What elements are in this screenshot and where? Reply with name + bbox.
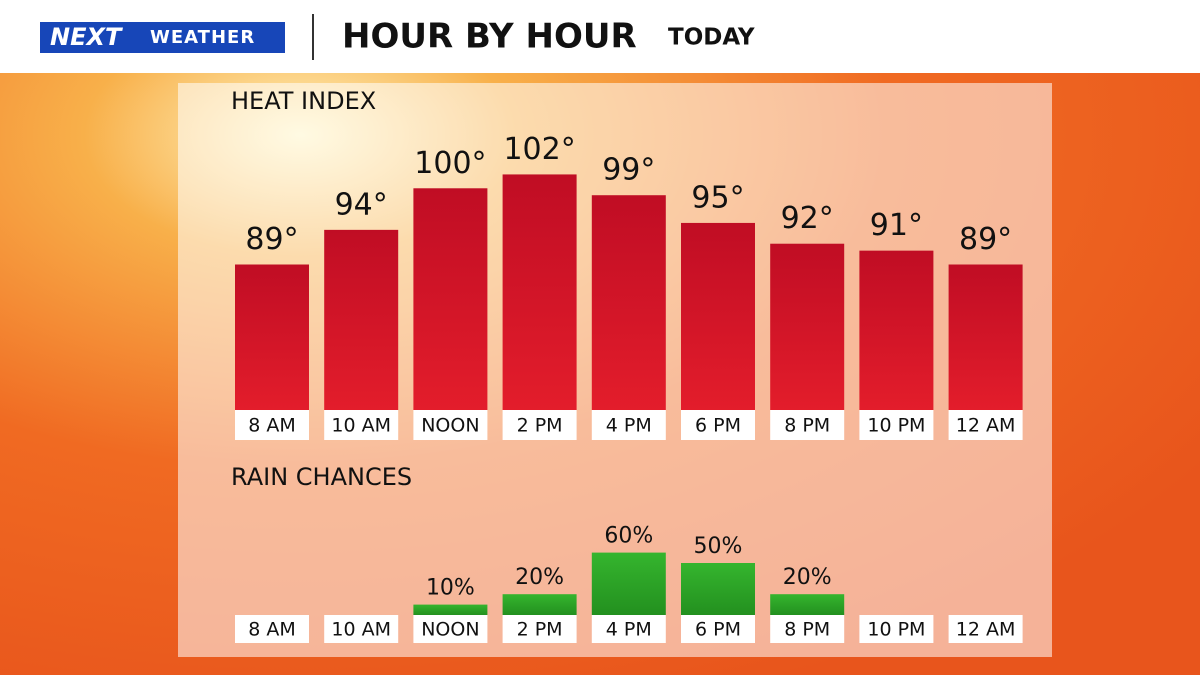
x-tick-label: 12 AM bbox=[956, 415, 1016, 437]
bar bbox=[591, 195, 666, 410]
value-label: 89° bbox=[959, 222, 1012, 257]
x-tick-label: 8 AM bbox=[248, 415, 296, 437]
x-tick-label: 4 PM bbox=[606, 619, 652, 641]
category-box bbox=[859, 615, 934, 643]
value-label: 20% bbox=[515, 565, 564, 590]
category-box bbox=[235, 410, 309, 440]
x-tick-label: 4 PM bbox=[606, 415, 652, 437]
x-tick-label: 6 PM bbox=[695, 619, 741, 641]
category-box bbox=[324, 410, 399, 440]
x-tick-label: 10 PM bbox=[867, 415, 925, 437]
value-label: 50% bbox=[694, 534, 743, 559]
category-box bbox=[591, 615, 666, 643]
x-tick-label: 8 PM bbox=[784, 415, 830, 437]
category-box bbox=[413, 410, 488, 440]
x-tick-label: 2 PM bbox=[517, 619, 563, 641]
chart-title: HEAT INDEX bbox=[231, 87, 376, 115]
value-label: 100° bbox=[414, 146, 486, 181]
x-tick-label: 2 PM bbox=[517, 415, 563, 437]
x-tick-label: NOON bbox=[421, 619, 479, 641]
logo: NEXT bbox=[50, 23, 123, 51]
x-tick-label: NOON bbox=[421, 415, 479, 437]
category-box bbox=[681, 410, 755, 440]
header-subtitle: TODAY bbox=[668, 25, 755, 51]
bar bbox=[681, 222, 755, 410]
value-label: 99° bbox=[602, 153, 655, 188]
value-label: 20% bbox=[783, 565, 832, 590]
value-label: 10% bbox=[426, 576, 475, 601]
category-box bbox=[859, 410, 934, 440]
value-label: 91° bbox=[870, 208, 923, 243]
logo-sub: WEATHER bbox=[150, 27, 255, 48]
value-label: 94° bbox=[335, 187, 388, 222]
category-box bbox=[770, 410, 845, 440]
bar bbox=[502, 594, 577, 615]
x-tick-label: 12 AM bbox=[956, 619, 1016, 641]
x-tick-label: 8 AM bbox=[248, 619, 296, 641]
value-label: 89° bbox=[245, 222, 298, 257]
bar bbox=[324, 229, 399, 410]
value-label: 92° bbox=[781, 201, 834, 236]
x-tick-label: 10 AM bbox=[331, 619, 391, 641]
chart-title: RAIN CHANCES bbox=[231, 463, 412, 491]
category-box bbox=[502, 410, 577, 440]
bar bbox=[502, 174, 577, 410]
x-tick-label: 8 PM bbox=[784, 619, 830, 641]
value-label: 95° bbox=[691, 180, 744, 215]
category-box bbox=[324, 615, 399, 643]
bar bbox=[413, 188, 488, 410]
category-box bbox=[502, 615, 577, 643]
bar bbox=[681, 563, 755, 615]
bar bbox=[591, 552, 666, 615]
value-label: 102° bbox=[503, 132, 575, 167]
category-box bbox=[591, 410, 666, 440]
x-tick-label: 10 AM bbox=[331, 415, 391, 437]
x-tick-label: 6 PM bbox=[695, 415, 741, 437]
bar bbox=[413, 604, 488, 615]
logo-box bbox=[40, 22, 285, 53]
category-box bbox=[235, 615, 309, 643]
header-title: HOUR BY HOUR bbox=[342, 17, 637, 57]
bar bbox=[235, 264, 309, 410]
bar bbox=[859, 250, 934, 410]
category-box bbox=[948, 410, 1023, 440]
category-box bbox=[681, 615, 755, 643]
bar bbox=[770, 594, 845, 615]
category-box bbox=[413, 615, 488, 643]
category-box bbox=[948, 615, 1023, 643]
bar bbox=[770, 243, 845, 410]
category-box bbox=[770, 615, 845, 643]
x-tick-label: 10 PM bbox=[867, 619, 925, 641]
bar bbox=[948, 264, 1023, 410]
value-label: 60% bbox=[604, 524, 653, 549]
